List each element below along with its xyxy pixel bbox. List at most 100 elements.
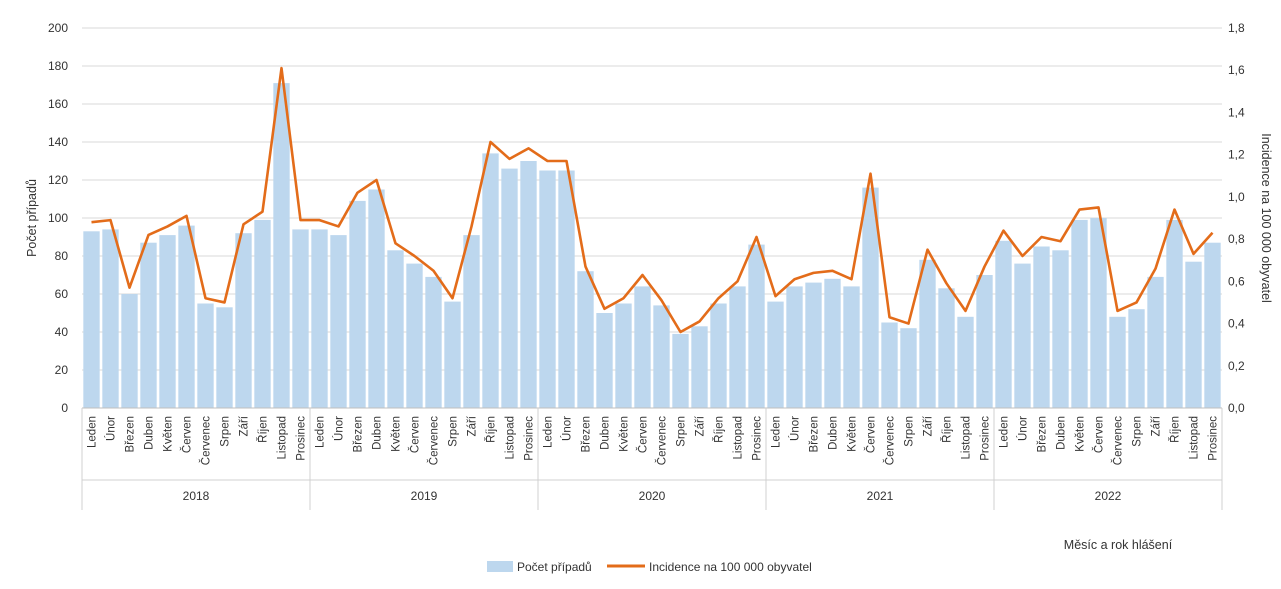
legend-bar-swatch xyxy=(487,561,513,572)
y-tick-label: 100 xyxy=(48,211,68,225)
y2-tick-label: 1,8 xyxy=(1228,21,1245,35)
x-axis-title: Měsíc a rok hlášení xyxy=(1064,538,1173,552)
bar xyxy=(976,275,992,408)
y-tick-label: 20 xyxy=(55,363,69,377)
bar xyxy=(653,305,669,408)
bar xyxy=(615,304,631,409)
bar xyxy=(482,153,498,408)
bar xyxy=(1090,218,1106,408)
bar xyxy=(254,220,270,408)
month-tick-label: Prosinec xyxy=(980,416,992,461)
bar xyxy=(843,286,859,408)
month-tick-label: Září xyxy=(239,415,251,436)
bar xyxy=(938,288,954,408)
month-tick-label: Květen xyxy=(619,416,631,452)
y-tick-label: 200 xyxy=(48,21,68,35)
bar xyxy=(501,169,517,408)
y2-tick-label: 1,6 xyxy=(1228,63,1245,77)
y-tick-label: 80 xyxy=(55,249,69,263)
month-tick-label: Říjen xyxy=(941,416,954,443)
y-tick-label: 140 xyxy=(48,135,68,149)
bar xyxy=(387,250,403,408)
bar xyxy=(1185,262,1201,408)
month-tick-label: Říjen xyxy=(485,416,498,443)
bar xyxy=(330,235,346,408)
bar xyxy=(406,264,422,408)
year-label: 2022 xyxy=(1095,489,1122,503)
month-tick-label: Červen xyxy=(409,416,422,453)
y2-axis-title: Incidence na 100 000 obyvatel xyxy=(1259,133,1273,303)
bar xyxy=(235,233,251,408)
month-tick-label: Únor xyxy=(789,416,802,441)
month-tick-label: Říjen xyxy=(1169,416,1182,443)
month-tick-label: Srpen xyxy=(676,416,688,447)
bar xyxy=(1071,220,1087,408)
bar xyxy=(900,328,916,408)
bar xyxy=(729,286,745,408)
bar xyxy=(273,83,289,408)
month-tick-label: Červenec xyxy=(1112,416,1125,465)
y-tick-label: 40 xyxy=(55,325,69,339)
month-tick-label: Duben xyxy=(372,416,384,450)
month-tick-label: Duben xyxy=(828,416,840,450)
bar xyxy=(83,231,99,408)
bar xyxy=(1014,264,1030,408)
bar xyxy=(824,279,840,408)
month-tick-label: Prosinec xyxy=(296,416,308,461)
month-tick-label: Červenec xyxy=(428,416,441,465)
month-tick-label: Září xyxy=(467,415,479,436)
bar xyxy=(957,317,973,408)
y2-tick-label: 1,0 xyxy=(1228,190,1245,204)
bar xyxy=(1128,309,1144,408)
bar xyxy=(672,334,688,408)
bar xyxy=(311,229,327,408)
year-label: 2018 xyxy=(183,489,210,503)
month-tick-label: Červenec xyxy=(884,416,897,465)
bar xyxy=(919,260,935,408)
bar xyxy=(1147,277,1163,408)
month-tick-label: Březen xyxy=(1037,416,1049,452)
y2-tick-label: 1,2 xyxy=(1228,148,1245,162)
bar xyxy=(558,171,574,409)
month-tick-label: Duben xyxy=(1056,416,1068,450)
month-tick-label: Říjen xyxy=(257,416,270,443)
month-tick-label: Prosinec xyxy=(524,416,536,461)
legend-line-label: Incidence na 100 000 obyvatel xyxy=(649,560,812,574)
bar xyxy=(102,229,118,408)
bar xyxy=(691,326,707,408)
y-tick-label: 120 xyxy=(48,173,68,187)
month-tick-label: Leden xyxy=(999,416,1011,448)
month-tick-label: Leden xyxy=(315,416,327,448)
bar xyxy=(444,302,460,408)
month-tick-label: Říjen xyxy=(713,416,726,443)
month-tick-label: Listopad xyxy=(961,416,973,459)
y2-tick-label: 0,0 xyxy=(1228,401,1245,415)
bar xyxy=(767,302,783,408)
y2-tick-label: 0,6 xyxy=(1228,274,1245,288)
bar xyxy=(178,226,194,408)
bar xyxy=(1166,220,1182,408)
bar xyxy=(995,241,1011,408)
legend-bar-label: Počet případů xyxy=(517,560,592,574)
bar xyxy=(349,201,365,408)
month-tick-label: Prosinec xyxy=(752,416,764,461)
bar xyxy=(197,304,213,409)
month-tick-label: Únor xyxy=(105,416,118,441)
gridlines xyxy=(82,28,1222,370)
month-tick-label: Září xyxy=(1151,415,1163,436)
y2-tick-label: 0,8 xyxy=(1228,232,1245,246)
month-tick-label: Listopad xyxy=(733,416,745,459)
bar xyxy=(425,277,441,408)
month-tick-label: Květen xyxy=(847,416,859,452)
bar xyxy=(463,235,479,408)
bar xyxy=(368,190,384,409)
month-tick-label: Listopad xyxy=(277,416,289,459)
y-tick-label: 160 xyxy=(48,97,68,111)
y-tick-label: 180 xyxy=(48,59,68,73)
month-tick-label: Červen xyxy=(1093,416,1106,453)
month-tick-label: Květen xyxy=(163,416,175,452)
month-tick-label: Duben xyxy=(144,416,156,450)
month-tick-label: Září xyxy=(695,415,707,436)
month-tick-label: Září xyxy=(923,415,935,436)
